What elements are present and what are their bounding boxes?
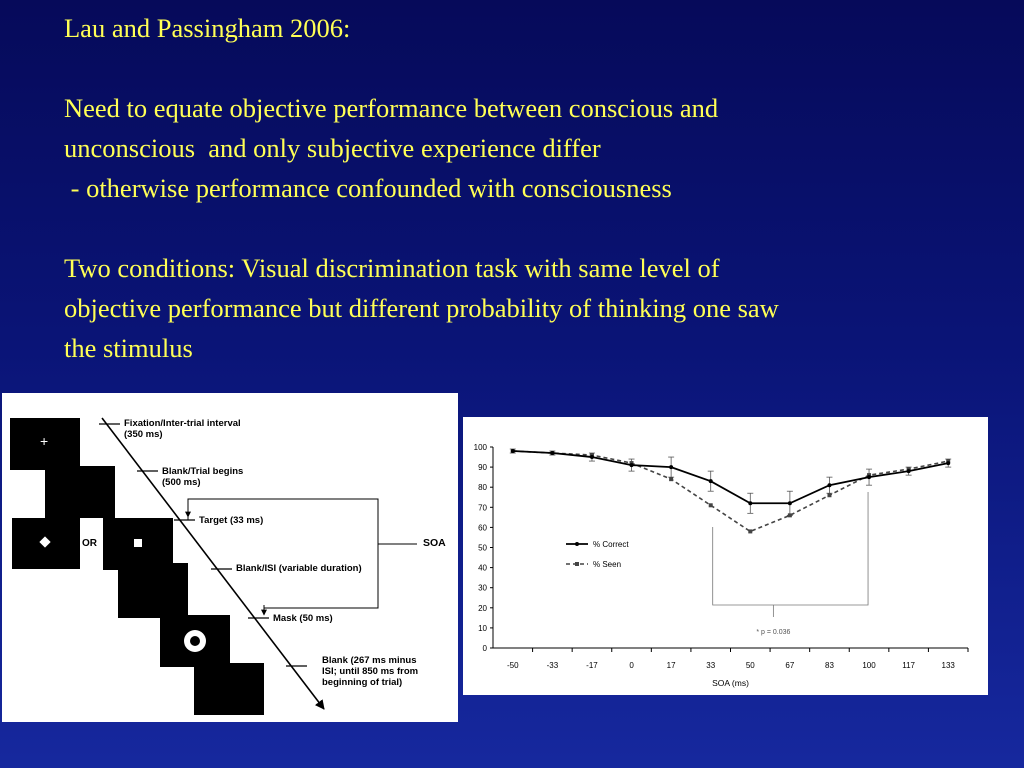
slide-title: Lau and Passingham 2006: <box>64 13 351 43</box>
y-tick-label: 20 <box>478 604 487 613</box>
mask-frame <box>160 615 230 667</box>
final-blank-frame <box>194 663 264 715</box>
x-tick-label: 0 <box>629 661 634 670</box>
correct-point <box>946 461 951 466</box>
correct-point <box>589 455 594 460</box>
y-tick-label: 80 <box>478 483 487 492</box>
correct-point <box>906 469 911 474</box>
y-tick-label: 50 <box>478 544 487 553</box>
slide-line: unconscious and only subjective experien… <box>64 133 601 163</box>
target-label: Target (33 ms) <box>199 515 264 526</box>
x-tick-label: 50 <box>746 661 755 670</box>
diagram-lines <box>99 417 417 710</box>
legend-seen-marker <box>575 562 579 566</box>
square-icon <box>134 539 142 547</box>
y-tick-label: 90 <box>478 463 487 472</box>
p-value-annotation: * p = 0.036 <box>756 629 790 636</box>
spacer <box>64 208 1004 248</box>
x-tick-label: 33 <box>706 661 715 670</box>
seen-point <box>589 453 594 458</box>
slide-line: - otherwise performance confounded with … <box>64 173 672 203</box>
fixation-frame: + <box>10 418 80 470</box>
correct-point <box>550 451 555 456</box>
target-diamond-frame <box>12 518 80 569</box>
timeline-arrow <box>101 417 325 710</box>
seen-point <box>748 529 753 534</box>
final-blank-label: Blank (267 ms minus ISI; until 850 ms fr… <box>322 655 419 688</box>
correct-point <box>867 475 872 480</box>
series-correct-line <box>512 450 949 505</box>
or-label: OR <box>82 538 97 549</box>
procedure-diagram: + OR Fixation/Inter-trial interval (350 … <box>2 393 458 722</box>
chart-svg: 0 10 20 30 40 50 60 70 80 90 100 -50 -33 -17 0 17 33 50 67… <box>474 443 969 688</box>
slide-line: Two conditions: Visual discrimination ta… <box>64 253 720 283</box>
target-square-frame <box>103 518 173 570</box>
legend-seen-label: % Seen <box>593 560 621 569</box>
slide-line: the stimulus <box>64 333 193 363</box>
seen-point <box>787 513 792 518</box>
seen-point <box>669 477 674 482</box>
correct-point <box>669 465 674 470</box>
y-tick-label: 40 <box>478 564 487 573</box>
x-tick-label: 83 <box>825 661 834 670</box>
slide-line: Need to equate objective performance bet… <box>64 93 719 123</box>
correct-point <box>629 463 634 468</box>
correct-point <box>748 501 753 506</box>
isi-frame <box>118 563 188 618</box>
slide-text: Lau and Passingham 2006: Need to equate … <box>64 8 1004 368</box>
seen-point <box>708 503 713 508</box>
soa-chart: 0 10 20 30 40 50 60 70 80 90 100 -50 -33 -17 0 17 33 50 67… <box>463 417 988 695</box>
spacer <box>64 48 1004 88</box>
x-tick-label: 133 <box>942 661 956 670</box>
fixation-cross-icon: + <box>40 433 49 449</box>
seen-point <box>906 467 911 472</box>
fixation-label: Fixation/Inter-trial interval (350 ms) <box>124 418 241 440</box>
significance-bracket <box>712 492 869 606</box>
x-tick-label: 100 <box>862 661 876 670</box>
mask-label: Mask (50 ms) <box>273 613 333 624</box>
seen-point <box>827 493 832 498</box>
y-tick-label: 70 <box>478 503 487 512</box>
series-seen-line <box>512 450 949 533</box>
correct-point <box>827 483 832 488</box>
y-tick-label: 0 <box>483 644 488 653</box>
correct-point <box>787 501 792 506</box>
legend-correct-label: % Correct <box>593 540 629 549</box>
blank-frame <box>45 466 115 518</box>
x-tick-label: -33 <box>547 661 559 670</box>
correct-point <box>708 479 713 484</box>
x-tick-label: -17 <box>586 661 598 670</box>
correct-point <box>510 449 515 454</box>
blank-isi-label: Blank/ISI (variable duration) <box>236 563 362 574</box>
x-tick-label: 117 <box>902 661 915 670</box>
y-tick-label: 60 <box>478 523 487 532</box>
x-tick-label: 67 <box>785 661 794 670</box>
slide-line: objective performance but different prob… <box>64 293 779 323</box>
mask-ring-icon <box>184 630 206 652</box>
seen-point <box>867 473 872 478</box>
seen-point <box>946 459 951 464</box>
x-axis-label: SOA (ms) <box>712 678 749 688</box>
y-tick-label: 100 <box>474 443 488 452</box>
legend-correct-marker <box>575 542 579 546</box>
y-tick-label: 10 <box>478 624 487 633</box>
soa-label: SOA <box>423 537 446 549</box>
y-tick-label: 30 <box>478 584 487 593</box>
x-tick-label: 17 <box>667 661 676 670</box>
blank-trial-label: Blank/Trial begins (500 ms) <box>162 466 244 488</box>
x-tick-label: -50 <box>507 661 519 670</box>
seen-point <box>629 461 634 466</box>
